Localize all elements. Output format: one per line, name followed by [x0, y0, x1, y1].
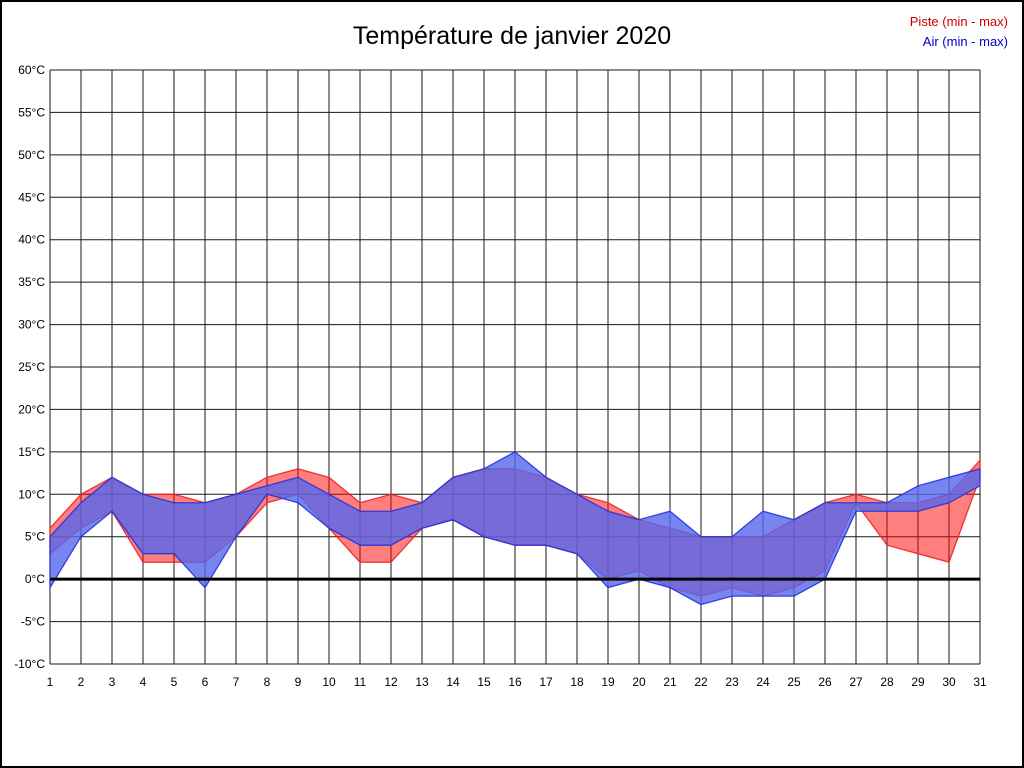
svg-text:26: 26 — [818, 675, 832, 689]
svg-text:15°C: 15°C — [18, 445, 45, 459]
grid-lines — [49, 69, 981, 665]
svg-text:40°C: 40°C — [18, 233, 45, 247]
legend-entry-piste: Piste (min - max) — [909, 14, 1008, 29]
svg-text:18: 18 — [570, 675, 584, 689]
svg-text:7: 7 — [233, 675, 240, 689]
svg-text:9: 9 — [295, 675, 302, 689]
svg-text:45°C: 45°C — [18, 190, 45, 204]
legend-entry-air: Air (min - max) — [922, 34, 1008, 49]
svg-text:19: 19 — [601, 675, 615, 689]
svg-text:29: 29 — [911, 675, 925, 689]
x-axis-labels: 1 2 3 4 5 6 7 8 9 10 11 12 13 14 15 16 17 18 19 20 21 22 23 24 2… — [47, 675, 987, 689]
svg-text:55°C: 55°C — [18, 105, 45, 119]
svg-text:25: 25 — [787, 675, 801, 689]
svg-text:23: 23 — [725, 675, 739, 689]
svg-text:0°C: 0°C — [25, 572, 45, 586]
svg-text:14: 14 — [446, 675, 460, 689]
air-band — [49, 451, 981, 606]
svg-text:6: 6 — [202, 675, 209, 689]
svg-text:-5°C: -5°C — [21, 615, 45, 629]
svg-text:11: 11 — [354, 675, 367, 689]
svg-text:2: 2 — [78, 675, 85, 689]
svg-text:31: 31 — [973, 675, 987, 689]
svg-text:35°C: 35°C — [18, 275, 45, 289]
svg-text:8: 8 — [264, 675, 271, 689]
svg-text:15: 15 — [477, 675, 491, 689]
svg-text:24: 24 — [756, 675, 770, 689]
svg-text:60°C: 60°C — [18, 63, 45, 77]
svg-text:5°C: 5°C — [25, 530, 45, 544]
svg-text:30°C: 30°C — [18, 318, 45, 332]
svg-text:28: 28 — [880, 675, 894, 689]
svg-text:4: 4 — [140, 675, 147, 689]
svg-text:20: 20 — [632, 675, 646, 689]
svg-text:27: 27 — [849, 675, 863, 689]
svg-text:50°C: 50°C — [18, 148, 45, 162]
svg-text:1: 1 — [47, 675, 54, 689]
chart-title: Température de janvier 2020 — [352, 22, 672, 50]
svg-text:20°C: 20°C — [18, 402, 45, 416]
svg-text:10: 10 — [322, 675, 336, 689]
svg-text:13: 13 — [415, 675, 429, 689]
chart-legend: Piste (min - max) Air (min - max) — [910, 12, 1008, 52]
svg-text:10°C: 10°C — [18, 487, 45, 501]
svg-text:25°C: 25°C — [18, 360, 45, 374]
y-axis-labels: 60°C 55°C 50°C 45°C 40°C 35°C 30°C 25°C 20°C 15°C… — [14, 63, 45, 671]
svg-text:3: 3 — [109, 675, 116, 689]
svg-text:5: 5 — [171, 675, 178, 689]
svg-text:22: 22 — [694, 675, 708, 689]
svg-text:30: 30 — [942, 675, 956, 689]
svg-text:12: 12 — [384, 675, 398, 689]
svg-text:16: 16 — [508, 675, 522, 689]
svg-text:21: 21 — [663, 675, 677, 689]
svg-text:17: 17 — [539, 675, 553, 689]
svg-text:-10°C: -10°C — [14, 657, 45, 671]
